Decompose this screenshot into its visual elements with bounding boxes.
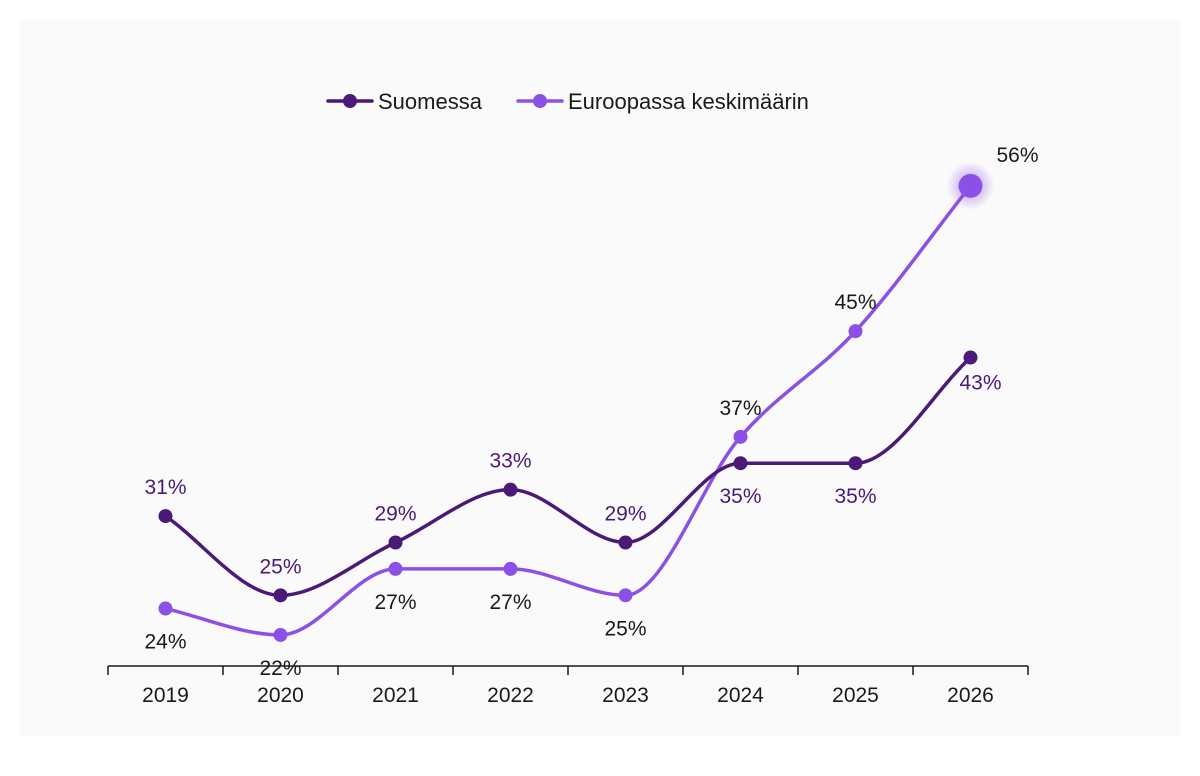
data-label-euroopassa-keskimaarin-2021: 27%: [374, 591, 416, 614]
data-label-suomessa-2020: 25%: [259, 555, 301, 578]
x-tick-label-2022: 2022: [487, 684, 534, 707]
legend-item-euroopassa-keskimaarin: Euroopassa keskimäärin: [516, 89, 809, 114]
data-label-suomessa-2022: 33%: [489, 450, 531, 473]
point-suomessa-2020: [273, 588, 288, 603]
line-chart: Suomessa Euroopassa keskimäärin 2019 2020 2…: [20, 20, 1180, 736]
point-euroopassa-keskimaarin-2019: [158, 601, 173, 616]
x-tick-label-2024: 2024: [717, 684, 764, 707]
point-suomessa-2021: [388, 535, 403, 550]
x-tick-label-2023: 2023: [602, 684, 649, 707]
data-label-suomessa-2021: 29%: [374, 502, 416, 525]
x-axis: 2019 2020 2021 2022 2023 2024 2025 2026: [107, 665, 1029, 707]
x-tick-label-2020: 2020: [257, 684, 304, 707]
point-suomessa-2022: [503, 482, 518, 497]
point-euroopassa-keskimaarin-2021: [388, 561, 403, 576]
legend-item-suomessa: Suomessa: [326, 89, 483, 114]
chart-canvas: Suomessa Euroopassa keskimäärin 2019 2020 2…: [107, 89, 1039, 707]
series-layer: [158, 161, 995, 642]
point-euroopassa-keskimaarin-2020: [273, 627, 288, 642]
legend-label-euroopassa-keskimaarin: Euroopassa keskimäärin: [568, 89, 809, 114]
x-tick-label-2026: 2026: [947, 684, 994, 707]
data-label-euroopassa-keskimaarin-2024: 37%: [719, 397, 761, 420]
point-suomessa-2026: [963, 350, 978, 365]
point-suomessa-2024: [733, 456, 748, 471]
data-label-suomessa-2024: 35%: [719, 485, 761, 508]
data-label-euroopassa-keskimaarin-2020: 22%: [259, 657, 301, 680]
point-euroopassa-keskimaarin-2022: [503, 561, 518, 576]
legend-label-suomessa: Suomessa: [378, 89, 483, 114]
x-tick-label-2025: 2025: [832, 684, 879, 707]
data-label-euroopassa-keskimaarin-2026: 56%: [997, 144, 1039, 167]
data-labels: 31% 25% 29% 33% 29% 35% 35% 43% 24% 22% 27% 27% 25% 3…: [144, 144, 1038, 680]
point-suomessa-2023: [618, 535, 633, 550]
point-euroopassa-keskimaarin-2024: [733, 429, 748, 444]
point-euroopassa-keskimaarin-2026: [958, 173, 983, 198]
legend-swatch-marker: [343, 94, 357, 108]
data-label-suomessa-2019: 31%: [144, 476, 186, 499]
point-euroopassa-keskimaarin-2025: [848, 324, 863, 339]
point-suomessa-2025: [848, 456, 863, 471]
data-label-euroopassa-keskimaarin-2023: 25%: [604, 617, 646, 640]
legend-swatch-marker: [533, 94, 547, 108]
chart-legend: Suomessa Euroopassa keskimäärin: [326, 89, 809, 114]
data-label-suomessa-2025: 35%: [834, 485, 876, 508]
x-tick-label-2019: 2019: [142, 684, 189, 707]
x-tick-label-2021: 2021: [372, 684, 419, 707]
data-label-suomessa-2023: 29%: [604, 502, 646, 525]
data-label-euroopassa-keskimaarin-2025: 45%: [834, 291, 876, 314]
data-label-euroopassa-keskimaarin-2019: 24%: [144, 631, 186, 654]
data-label-suomessa-2026: 43%: [959, 372, 1001, 395]
point-euroopassa-keskimaarin-2023: [618, 588, 633, 603]
point-suomessa-2019: [158, 509, 173, 524]
data-label-euroopassa-keskimaarin-2022: 27%: [489, 591, 531, 614]
